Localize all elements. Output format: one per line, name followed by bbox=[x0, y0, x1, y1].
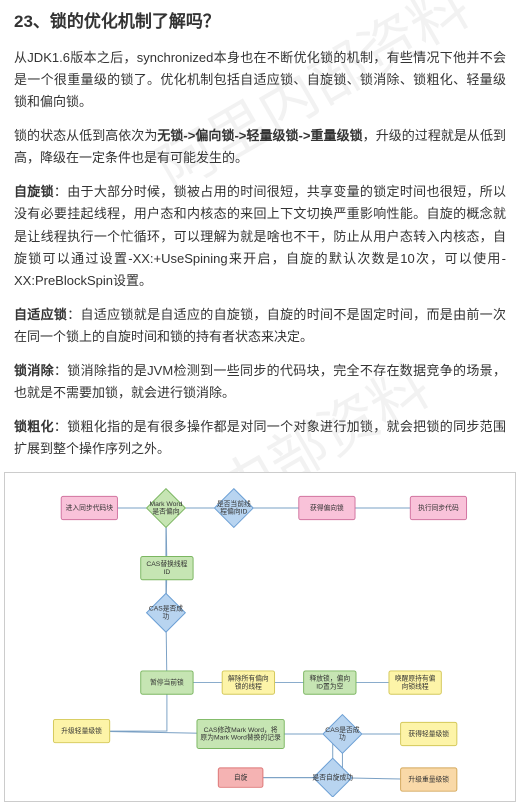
node-label: 升级轻量级锁 bbox=[61, 726, 102, 735]
node-label: 升级重量级锁 bbox=[408, 775, 449, 784]
node-label: 执行同步代码 bbox=[418, 503, 459, 512]
node-label: Mark Word bbox=[149, 501, 182, 508]
node-label: 功 bbox=[339, 734, 346, 742]
node-label: CAS是否成 bbox=[325, 725, 359, 734]
paragraph-spinlock: 自旋锁：由于大部分时候，锁被占用的时间很短，共享变量的锁定时间也很短，所以没有必… bbox=[14, 181, 506, 291]
node-label: 功 bbox=[163, 613, 170, 621]
node-label: 进入同步代码块 bbox=[66, 503, 114, 512]
node-label: 向锁线程 bbox=[402, 682, 429, 691]
node-label: 锁的线程 bbox=[235, 682, 262, 691]
node-label: ID bbox=[164, 569, 171, 576]
node-label: 是否偏向 bbox=[152, 507, 179, 516]
paragraph-states: 锁的状态从低到高依次为无锁->偏向锁->轻量级锁->重量级锁，升级的过程就是从低… bbox=[14, 125, 506, 169]
paragraph-adaptive: 自适应锁：自适应锁就是自适应的自旋锁，自旋的时间不是固定时间，而是由前一次在同一… bbox=[14, 304, 506, 348]
lock-upgrade-flowchart: 进入同步代码块 Mark Word是否偏向 是否当前线程偏向ID 获得偏向锁 执行同步代… bbox=[4, 472, 516, 802]
document-content: 23、锁的优化机制了解吗？ 从JDK1.6版本之后，synchronized本身… bbox=[0, 0, 520, 460]
node-label: 程偏向ID bbox=[220, 507, 247, 516]
node-label: 暂停当前锁 bbox=[150, 678, 184, 687]
node-label: 释放锁，偏向 bbox=[310, 674, 351, 683]
paragraph-coarsening: 锁粗化：锁粗化指的是有很多操作都是对同一个对象进行加锁，就会把锁的同步范围扩展到… bbox=[14, 416, 506, 460]
node-label: CAS修改Mark Word，将 bbox=[204, 725, 278, 734]
node-label: 获得轻量级锁 bbox=[408, 729, 449, 738]
node-label: 是否自旋成功 bbox=[312, 773, 353, 782]
node-label: 是否当前线 bbox=[217, 499, 251, 508]
node-label: 原为Mark Word替换的记录 bbox=[200, 733, 281, 742]
heading: 23、锁的优化机制了解吗？ bbox=[14, 8, 506, 37]
flowchart-svg: 进入同步代码块 Mark Word是否偏向 是否当前线程偏向ID 获得偏向锁 执行同步代… bbox=[9, 477, 511, 797]
node-label: 唤醒原持有偏 bbox=[395, 674, 436, 683]
node-label: 解除所有偏向 bbox=[228, 674, 269, 683]
node-label: 获得偏向锁 bbox=[310, 503, 344, 512]
node-label: CAS替换线程 bbox=[146, 559, 187, 568]
node-label: ID置为空 bbox=[316, 682, 343, 691]
paragraph-elimination: 锁消除：锁消除指的是JVM检测到一些同步的代码块，完全不存在数据竞争的场景，也就… bbox=[14, 360, 506, 404]
node-label: 自旋 bbox=[234, 773, 248, 782]
paragraph-intro: 从JDK1.6版本之后，synchronized本身也在不断优化锁的机制，有些情… bbox=[14, 47, 506, 113]
node-label: CAS是否成 bbox=[149, 604, 183, 613]
